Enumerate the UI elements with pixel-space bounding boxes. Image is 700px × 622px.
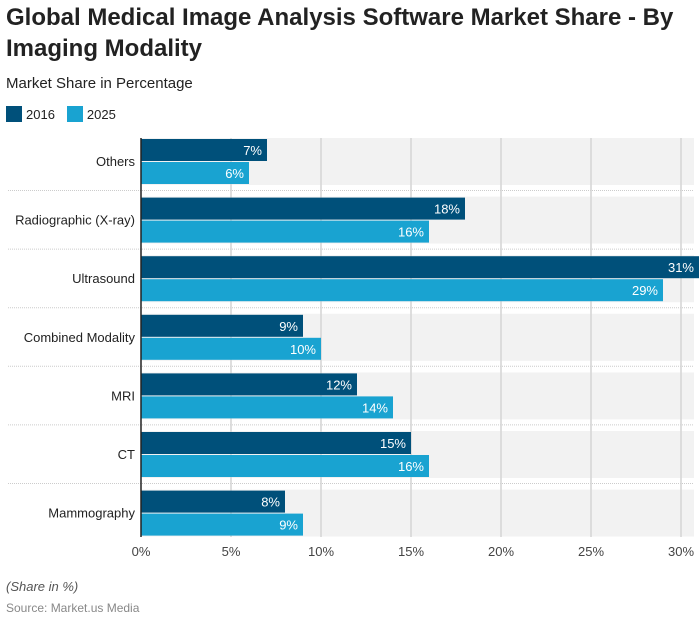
bar-2025 — [141, 220, 429, 243]
x-tick-label: 0% — [132, 544, 151, 559]
bar-2016 — [141, 432, 411, 454]
legend-item-2016: 2016 — [6, 106, 55, 122]
data-label: 15% — [380, 436, 406, 451]
category-label: Others — [96, 154, 136, 169]
legend: 2016 2025 — [6, 106, 116, 122]
legend-label: 2016 — [26, 106, 55, 122]
legend-label: 2025 — [86, 106, 116, 122]
x-tick-label: 20% — [488, 544, 514, 559]
bar-2025 — [141, 337, 321, 360]
data-label: 31% — [668, 260, 694, 275]
data-label: 6% — [225, 166, 244, 181]
x-tick-label: 5% — [222, 544, 241, 559]
bar-2016 — [141, 197, 465, 220]
bar-2016 — [141, 139, 267, 161]
bar-2016 — [141, 256, 699, 279]
legend-swatch-2016 — [6, 106, 22, 122]
legend-swatch-2025 — [66, 106, 83, 122]
bar-2025 — [141, 513, 303, 536]
data-label: 8% — [261, 495, 280, 510]
x-tick-label: 30% — [668, 544, 694, 559]
x-tick-label: 10% — [308, 544, 334, 559]
source: Source: Market.us Media — [6, 601, 140, 615]
data-label: 16% — [398, 225, 424, 240]
x-tick-label: 25% — [578, 544, 604, 559]
data-label: 10% — [290, 342, 316, 357]
data-label: 29% — [632, 283, 658, 298]
data-label: 18% — [434, 202, 460, 217]
bar-2016 — [141, 314, 303, 337]
legend-item-2025: 2025 — [66, 106, 116, 122]
data-label: 9% — [279, 319, 298, 334]
x-tick-label: 15% — [398, 544, 424, 559]
bar-2025 — [141, 396, 393, 419]
chart-title: Global Medical Image Analysis Software M… — [6, 4, 674, 62]
bar-2025 — [141, 162, 249, 184]
bar-2016 — [141, 490, 285, 513]
data-label: 16% — [398, 459, 424, 474]
bar-2025 — [141, 279, 663, 302]
category-label: Ultrasound — [72, 271, 135, 286]
category-label: Combined Modality — [24, 330, 136, 345]
bar-2016 — [141, 373, 357, 396]
category-label: Radiographic (X-ray) — [15, 213, 135, 228]
note: (Share in %) — [6, 579, 79, 594]
chart-subtitle: Market Share in Percentage — [6, 75, 193, 92]
data-label: 9% — [279, 518, 298, 533]
data-label: 12% — [326, 377, 352, 392]
data-label: 7% — [243, 143, 262, 158]
category-label: CT — [118, 447, 135, 462]
data-label: 14% — [362, 400, 388, 415]
category-label: Mammography — [48, 506, 135, 521]
category-label: MRI — [111, 388, 135, 403]
bar-2025 — [141, 455, 429, 477]
